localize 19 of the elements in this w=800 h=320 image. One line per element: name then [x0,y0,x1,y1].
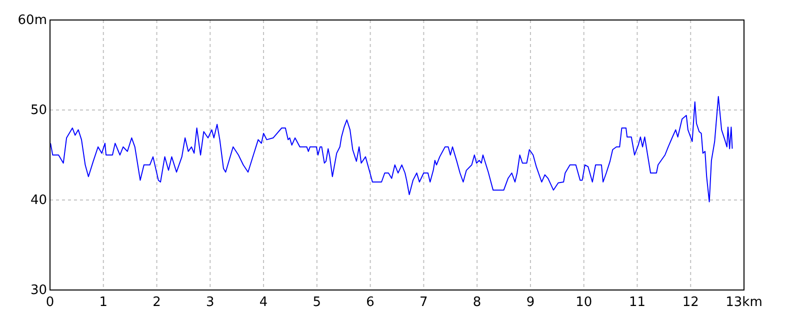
line-series [50,96,733,202]
x-tick-label: 12 [682,295,699,310]
x-tick-label: 1 [99,295,108,310]
x-tick-label: 0 [46,295,54,310]
y-tick-label: 50 [30,103,47,118]
x-tick-label: 5 [312,295,322,310]
y-tick-label: 60m [18,13,47,28]
x-tick-label: 2 [152,295,161,310]
x-tick-label: 13km [726,295,762,310]
x-tick-label: 8 [472,295,482,310]
y-tick-label: 30 [30,283,47,298]
x-tick-label: 10 [576,295,592,310]
x-tick-label: 11 [628,295,646,310]
x-tick-label: 7 [420,295,428,310]
x-tick-label: 9 [526,295,535,310]
y-tick-label: 40 [30,193,47,208]
x-tick-label: 4 [259,295,268,310]
x-tick-label: 3 [206,295,214,310]
x-tick-label: 6 [366,295,374,310]
